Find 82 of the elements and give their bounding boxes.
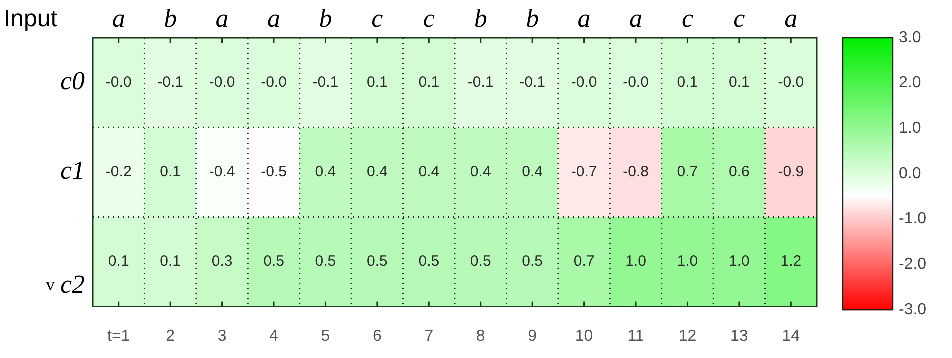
data-label: -0.0	[571, 74, 598, 91]
x-tick-label: 7	[424, 328, 434, 345]
text: c	[423, 4, 436, 33]
data-label: 0.3	[212, 253, 233, 270]
data-label: 0.5	[264, 253, 284, 270]
data-label: -0.4	[209, 164, 236, 181]
text: a	[630, 4, 642, 33]
text: b	[319, 4, 332, 33]
data-label: 0.4	[522, 164, 543, 181]
data-label: 0.5	[470, 253, 492, 270]
text: a	[578, 4, 591, 33]
data-label: 0.1	[108, 253, 130, 270]
data-label: -0.1	[312, 74, 339, 91]
color-bar-label: 1.0	[899, 120, 922, 138]
x-tick-label: 9	[528, 328, 538, 345]
x-tick-label: 5	[321, 328, 330, 345]
color-bar-label: -2.0	[899, 256, 927, 274]
data-label: -0.0	[261, 74, 287, 91]
text: Input	[4, 6, 58, 33]
data-label: 0.6	[729, 164, 750, 181]
data-label: 0.4	[470, 164, 492, 181]
data-label: 0.4	[315, 164, 336, 181]
y-tick-label: c2	[60, 270, 85, 299]
color-bar-label: -1.0	[899, 210, 927, 228]
color-bar-label: 2.0	[899, 74, 922, 92]
color-bar-label: 0.0	[899, 165, 922, 182]
text: c	[734, 4, 746, 33]
x-tick-label: 6	[372, 328, 382, 345]
data-label: 0.1	[160, 253, 181, 270]
data-label: 0.5	[522, 253, 543, 270]
text: a	[112, 4, 126, 33]
y-tick-label: c1	[60, 156, 85, 186]
data-label: 0.4	[418, 164, 440, 181]
data-label: -0.1	[520, 74, 546, 91]
data-label: 0.5	[315, 253, 336, 270]
data-label: -0.1	[468, 74, 494, 91]
data-label: 0.1	[729, 74, 750, 91]
color-bar-label: 3.0	[899, 29, 922, 46]
text: a	[784, 4, 798, 33]
x-tick-label: 12	[678, 328, 697, 345]
data-label: -0.0	[106, 74, 132, 91]
data-label: 0.7	[574, 253, 595, 270]
x-tick-label: t=1	[108, 328, 130, 345]
text: b	[164, 4, 178, 33]
data-label: 0.7	[677, 164, 698, 181]
data-label: 0.1	[418, 74, 440, 91]
data-label: -0.0	[778, 74, 804, 91]
x-tick-label: 2	[166, 328, 176, 345]
x-tick-label: 3	[218, 328, 227, 345]
data-label: 0.4	[367, 164, 388, 181]
data-label: 0.5	[367, 253, 388, 270]
data-label: 1.0	[677, 253, 698, 270]
x-tick-label: 4	[270, 328, 279, 345]
x-tick-label: 14	[782, 328, 800, 345]
data-label: 1.2	[780, 253, 802, 270]
y-tick-label: c0	[60, 66, 85, 96]
data-label: -0.9	[778, 164, 804, 181]
text: b	[526, 4, 540, 33]
data-label: -0.1	[158, 74, 184, 91]
data-label: 0.1	[160, 164, 181, 181]
text: c	[682, 4, 694, 33]
data-label: -0.0	[623, 74, 649, 91]
x-tick-label: 8	[476, 328, 486, 345]
x-tick-label: 13	[730, 328, 748, 345]
text: v	[46, 274, 55, 295]
x-tick-label: 10	[575, 328, 594, 345]
data-label: 0.1	[677, 74, 698, 91]
data-label: 1.0	[729, 253, 750, 270]
data-label: -0.2	[106, 164, 132, 181]
data-label: -0.0	[209, 74, 236, 91]
text: a	[216, 4, 229, 33]
data-label: 0.1	[367, 74, 388, 91]
data-label: -0.7	[571, 164, 598, 181]
data-label: -0.5	[261, 164, 287, 181]
data-label: -0.8	[623, 164, 649, 181]
text: b	[474, 4, 488, 33]
text: a	[268, 4, 280, 33]
color-bar-label: -3.0	[899, 301, 927, 318]
data-label: 1.0	[626, 253, 646, 270]
x-tick-label: 11	[628, 328, 644, 345]
text: c	[372, 4, 384, 33]
data-label: 0.5	[418, 253, 440, 270]
